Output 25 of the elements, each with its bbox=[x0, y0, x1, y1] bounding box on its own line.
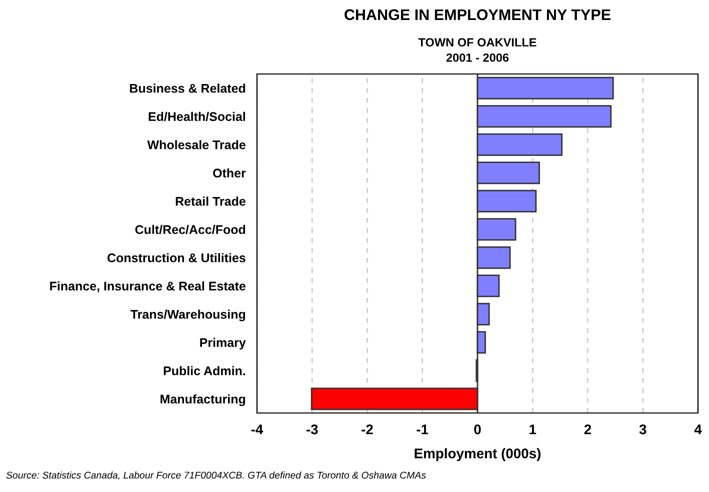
y-tick-label: Public Admin. bbox=[164, 366, 246, 376]
source-note: Source: Statistics Canada, Labour Force 71F0004XCB. GTA defined as Toronto & Oshawa CMAs bbox=[6, 471, 426, 480]
y-tick-label: Ed/Health/Social bbox=[148, 112, 246, 122]
chart-title: CHANGE IN EMPLOYMENT NY TYPE bbox=[344, 9, 610, 20]
y-tick-label: Other bbox=[213, 168, 246, 178]
x-tick-label: -2 bbox=[362, 424, 373, 434]
y-tick-label: Construction & Utilities bbox=[108, 253, 246, 262]
y-tick-label: Finance, Insurance & Real Estate bbox=[50, 281, 246, 292]
y-tick-label: Retail Trade bbox=[176, 196, 246, 206]
x-tick-label: 3 bbox=[639, 424, 646, 434]
y-tick-label: Trans/Warehousing bbox=[130, 310, 246, 322]
y-tick-label: Wholesale Trade bbox=[147, 140, 246, 150]
x-tick-label: -3 bbox=[306, 424, 318, 434]
y-tick-label: Cult/Rec/Acc/Food bbox=[135, 224, 246, 234]
chart-subtitle: TOWN OF OAKVILLE 2001 - 2006 bbox=[418, 38, 536, 62]
x-tick-label: -4 bbox=[251, 424, 264, 434]
x-tick-label: 1 bbox=[530, 424, 536, 434]
x-axis-title: Employment (000s) bbox=[414, 448, 540, 462]
x-tick-label: 4 bbox=[694, 424, 702, 434]
x-tick-label: 2 bbox=[584, 424, 592, 434]
x-tick-label: -1 bbox=[416, 424, 428, 434]
y-tick-label: Manufacturing bbox=[160, 394, 246, 406]
y-tick-label: Primary bbox=[200, 338, 246, 350]
x-tick-label: 0 bbox=[474, 424, 481, 434]
y-tick-label: Business & Related bbox=[130, 84, 246, 93]
